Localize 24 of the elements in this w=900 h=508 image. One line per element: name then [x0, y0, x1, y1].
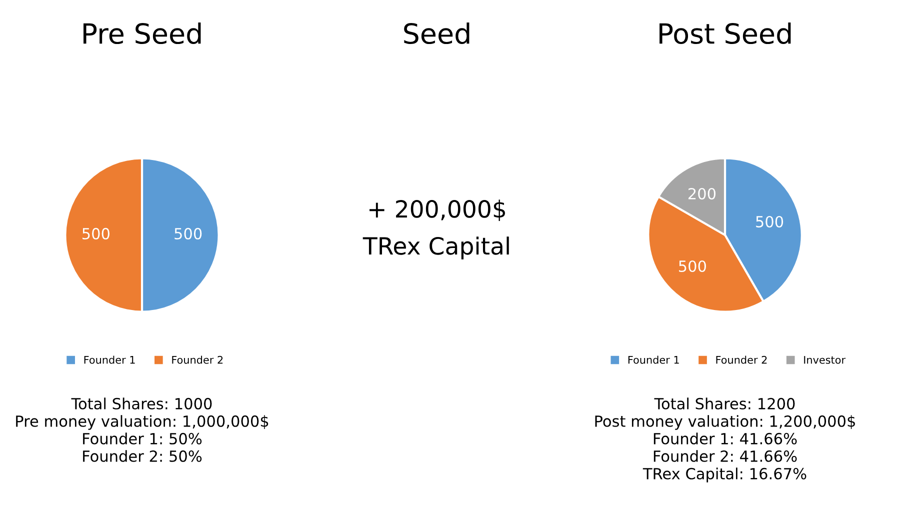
text: Founder 2: 50%: [83, 450, 202, 462]
text: Total Shares: 1200: [654, 398, 795, 410]
data-label: 500: [174, 228, 202, 240]
text: Total Shares: 1000: [71, 398, 212, 410]
text: Pre money valuation: 1,000,000$: [16, 415, 268, 430]
data-label: 200: [688, 188, 716, 200]
data-label: 500: [756, 216, 784, 228]
legend-label: Founder 1: [84, 356, 135, 364]
legend-label: Investor: [804, 356, 846, 364]
chart-title: Post Seed: [660, 22, 791, 44]
text: + 200,000$: [370, 200, 506, 221]
text: TRex Capital: 16.67%: [642, 468, 806, 482]
text: Founder 1: 50%: [83, 432, 202, 444]
legend-label: Founder 2: [172, 356, 223, 364]
data-label: 500: [679, 260, 706, 272]
text: Seed: [404, 22, 470, 44]
text: Founder 1: 41.66%: [654, 432, 797, 444]
text: TRex Capital: [362, 236, 509, 260]
chart-title: Pre Seed: [84, 22, 201, 44]
legend-label: Founder 2: [716, 356, 767, 364]
text: Post money valuation: 1,200,000$: [595, 415, 855, 430]
data-label: 500: [82, 228, 110, 240]
legend-label: Founder 1: [628, 356, 679, 364]
text: Founder 2: 41.66%: [654, 450, 797, 462]
